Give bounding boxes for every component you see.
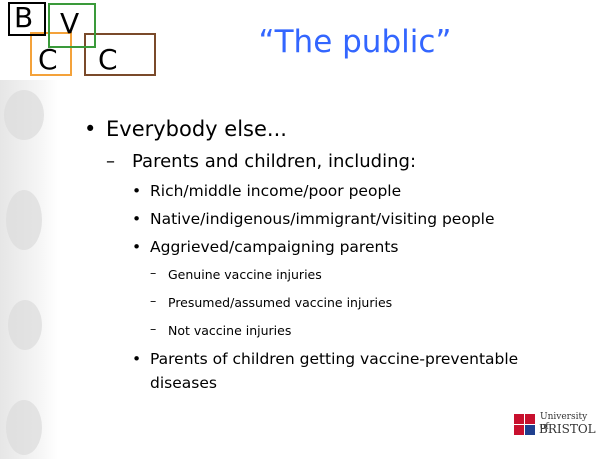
logo-letter: V [60,10,79,38]
bullet-marker: – [106,146,115,177]
bullet-text: Presumed/assumed vaccine injuries [168,289,556,317]
logo-letter: C [38,46,58,74]
bullet-marker: – [150,261,156,285]
image [8,300,42,350]
bullet-text: Everybody else... [106,112,556,146]
list: –Genuine vaccine injuries–Presumed/assum… [150,261,556,345]
bullet-marker: • [132,233,141,261]
bullet-text: Not vaccine injuries [168,317,556,345]
bullet-text: Parents of children getting vaccine-prev… [150,345,556,397]
bullet-item: –Genuine vaccine injuries [150,261,556,289]
bullet-item: –Not vaccine injuries [150,317,556,345]
bullet-marker: • [132,345,141,373]
bullet-marker: • [132,177,141,205]
bullet-text: Native/indigenous/immigrant/visiting peo… [150,205,556,233]
bullet-marker: • [84,112,96,146]
side-image-strip [0,80,58,459]
bullet-marker: • [132,205,141,233]
image [6,400,42,455]
bullet-item: • Parents of children getting vaccine-pre… [132,345,556,397]
image [4,90,44,140]
list: •Everybody else...–Parents and children,… [84,112,556,397]
bullet-item: •Aggrieved/campaigning parents–Genuine v… [132,233,556,345]
list: –Parents and children, including:•Rich/m… [106,146,556,397]
bullet-list: •Everybody else...–Parents and children,… [84,112,556,397]
bullet-item: –Parents and children, including:•Rich/m… [106,146,556,397]
logo-letter: B [14,4,33,32]
bullet-text: Rich/middle income/poor people [150,177,556,205]
university-logo: University of BRISTOL [514,412,598,440]
bullet-text: Genuine vaccine injuries [168,261,556,289]
footer-text: BRISTOL [539,422,596,436]
bullet-item: –Presumed/assumed vaccine injuries [150,289,556,317]
bullet-text: Aggrieved/campaigning parents [150,233,556,261]
logo-letter: C [98,46,118,74]
slide: B C V C “The public” •Everybody else...–… [0,0,608,459]
bullet-marker: – [150,289,156,313]
bullet-item: • Native/indigenous/immigrant/visiting pe… [132,205,556,233]
list: • Rich/middle income/poor people • Native/i… [132,177,556,397]
bullet-marker: – [150,317,156,341]
bullet-item: •Everybody else...–Parents and children,… [84,112,556,397]
bullet-text: Parents and children, including: [132,146,556,177]
slide-title: “The public” [170,24,540,60]
image [6,190,42,250]
bullet-item: • Rich/middle income/poor people [132,177,556,205]
